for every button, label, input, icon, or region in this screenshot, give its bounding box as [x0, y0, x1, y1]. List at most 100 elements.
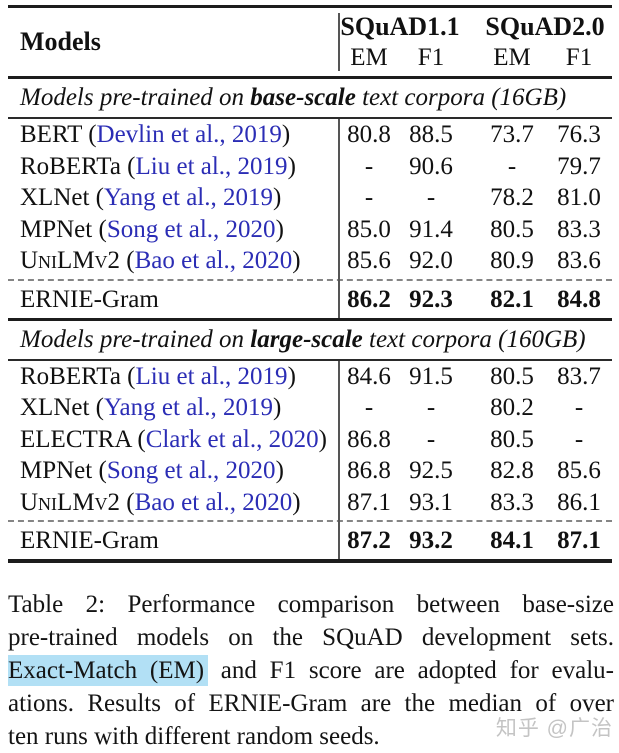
model-cell: UniLMv2 (Bao et al., 2020)	[20, 247, 301, 274]
model-cell: ELECTRA (Clark et al., 2020)	[20, 425, 327, 453]
section-rule	[8, 358, 612, 361]
f1-column-header: F1	[565, 44, 593, 71]
value-cell: 83.3	[490, 488, 534, 516]
model-name: RoBERTa	[20, 362, 121, 390]
table-row: XLNet (Yang et al., 2019) - - 80.2 -	[8, 392, 612, 424]
value-cell: 87.1	[347, 488, 391, 516]
citation-link[interactable]: Yang et al., 2019	[104, 184, 273, 211]
model-cell: XLNet (Yang et al., 2019)	[20, 184, 282, 211]
value-cell: 91.5	[409, 362, 453, 390]
citation-link[interactable]: Devlin et al., 2019	[96, 121, 282, 148]
model-name: ERNIE-Gram	[20, 285, 159, 313]
column-gap	[462, 392, 478, 424]
header-bottom-rule	[8, 76, 612, 79]
citation-link[interactable]: Bao et al., 2020	[134, 247, 293, 274]
citation-link[interactable]: Liu et al., 2019	[135, 152, 288, 180]
value-cell: 85.6	[347, 247, 391, 274]
section-heading-text: Models pre-trained on base-scale text co…	[20, 84, 567, 111]
table-row: UniLMv2 (Bao et al., 2020) 85.6 92.0 80.9 83…	[8, 245, 612, 277]
results-table: Models SQuAD1.1 SQuAD2.0 EM F1 EM F1 Mod…	[8, 5, 612, 563]
value-cell: 86.8	[347, 425, 391, 453]
citation-link[interactable]: Yang et al., 2019	[104, 394, 273, 421]
model-cell: RoBERTa (Liu et al., 2019)	[20, 152, 296, 180]
citation-link[interactable]: Bao et al., 2020	[134, 488, 293, 516]
citation-link[interactable]: Song et al., 2020	[106, 457, 276, 484]
value-cell: 85.6	[557, 457, 601, 484]
em-column-header: EM	[493, 44, 531, 71]
table-row: BERT (Devlin et al., 2019) 80.8 88.5 73.7 76…	[8, 119, 612, 151]
value-cell: 80.8	[347, 121, 391, 148]
model-name: MPNet	[20, 215, 93, 243]
value-cell: 87.2	[347, 527, 391, 554]
model-name: ERNIE-Gram	[20, 527, 159, 554]
value-cell: 93.1	[409, 488, 453, 516]
value-cell: -	[364, 152, 374, 180]
model-cell: XLNet (Yang et al., 2019)	[20, 394, 282, 421]
column-gap	[462, 487, 478, 519]
model-name: UniLMv2	[20, 488, 121, 516]
model-cell: RoBERTa (Liu et al., 2019)	[20, 362, 296, 390]
caption-line: Table 2: Performance comparison between …	[8, 591, 614, 618]
model-name: UniLMv2	[20, 247, 121, 274]
table-header: Models SQuAD1.1 SQuAD2.0 EM F1 EM F1	[8, 8, 612, 76]
value-cell: -	[426, 425, 436, 453]
table-row: MPNet (Song et al., 2020) 85.0 91.4 80.5 83.…	[8, 214, 612, 246]
value-cell: -	[364, 184, 374, 211]
value-cell: 87.1	[557, 527, 601, 554]
table-row: UniLMv2 (Bao et al., 2020) 87.1 93.1 83.3 86…	[8, 487, 612, 519]
value-cell: 83.6	[557, 247, 601, 274]
value-cell: -	[574, 425, 584, 453]
table-row: ELECTRA (Clark et al., 2020) 86.8 - 80.5 -	[8, 424, 612, 456]
column-gap	[462, 245, 478, 277]
dashed-separator	[8, 278, 612, 281]
value-cell: 80.2	[490, 394, 534, 421]
value-cell: 92.3	[409, 285, 453, 313]
value-cell: 80.9	[490, 247, 534, 274]
column-gap	[462, 151, 478, 183]
model-name: XLNet	[20, 184, 90, 211]
zhihu-watermark: 知乎 @广治	[495, 717, 613, 740]
citation-link[interactable]: Clark et al., 2020	[145, 425, 319, 453]
value-cell: 80.5	[490, 215, 534, 243]
caption-line: ten runs with different random seeds.	[8, 723, 380, 750]
value-cell: 88.5	[409, 121, 453, 148]
large-scale-rows: RoBERTa (Liu et al., 2019) 84.6 91.5 80.5 83…	[8, 360, 612, 560]
model-name: XLNet	[20, 394, 90, 421]
value-cell: 80.5	[490, 425, 534, 453]
column-gap	[462, 282, 478, 318]
section-rule	[8, 117, 612, 119]
citation-link[interactable]: Liu et al., 2019	[135, 362, 288, 390]
value-cell: 86.8	[347, 457, 391, 484]
value-cell: 84.6	[347, 362, 391, 390]
value-cell: 81.0	[557, 184, 601, 211]
model-cell: MPNet (Song et al., 2020)	[20, 457, 284, 484]
caption-line: pre-trained models on the SQuAD developm…	[8, 624, 614, 651]
value-cell: 90.6	[409, 152, 453, 180]
table-row: XLNet (Yang et al., 2019) - - 78.2 81.0	[8, 182, 612, 214]
base-scale-rows: BERT (Devlin et al., 2019) 80.8 88.5 73.7 76…	[8, 119, 612, 318]
citation-link[interactable]: Song et al., 2020	[106, 215, 276, 243]
value-cell: 80.5	[490, 362, 534, 390]
value-cell: 82.8	[490, 457, 534, 484]
table-row: RoBERTa (Liu et al., 2019) 84.6 91.5 80.5 83…	[8, 361, 612, 393]
caption-text: and F1 score are adopted for evalu-	[208, 657, 614, 684]
value-cell: -	[507, 152, 517, 180]
value-cell: 92.0	[409, 247, 453, 274]
models-column-header: Models	[20, 26, 101, 56]
value-cell: 83.7	[557, 362, 601, 390]
value-cell: 82.1	[490, 285, 534, 313]
table-row: ERNIE-Gram 86.2 92.3 82.1 84.8	[8, 282, 612, 318]
value-cell: 93.2	[409, 527, 453, 554]
section-bottom-rule	[8, 317, 612, 321]
model-cell: MPNet (Song et al., 2020)	[20, 215, 284, 243]
model-name: RoBERTa	[20, 152, 121, 180]
value-cell: -	[574, 394, 584, 421]
value-cell: -	[364, 394, 374, 421]
squad20-group-header: SQuAD2.0	[485, 12, 605, 41]
model-cell: UniLMv2 (Bao et al., 2020)	[20, 488, 301, 516]
column-gap	[462, 361, 478, 393]
column-gap	[462, 119, 478, 151]
table-row: RoBERTa (Liu et al., 2019) - 90.6 - 79.7	[8, 151, 612, 183]
section-heading-base-scale: Models pre-trained on base-scale text co…	[8, 79, 612, 117]
